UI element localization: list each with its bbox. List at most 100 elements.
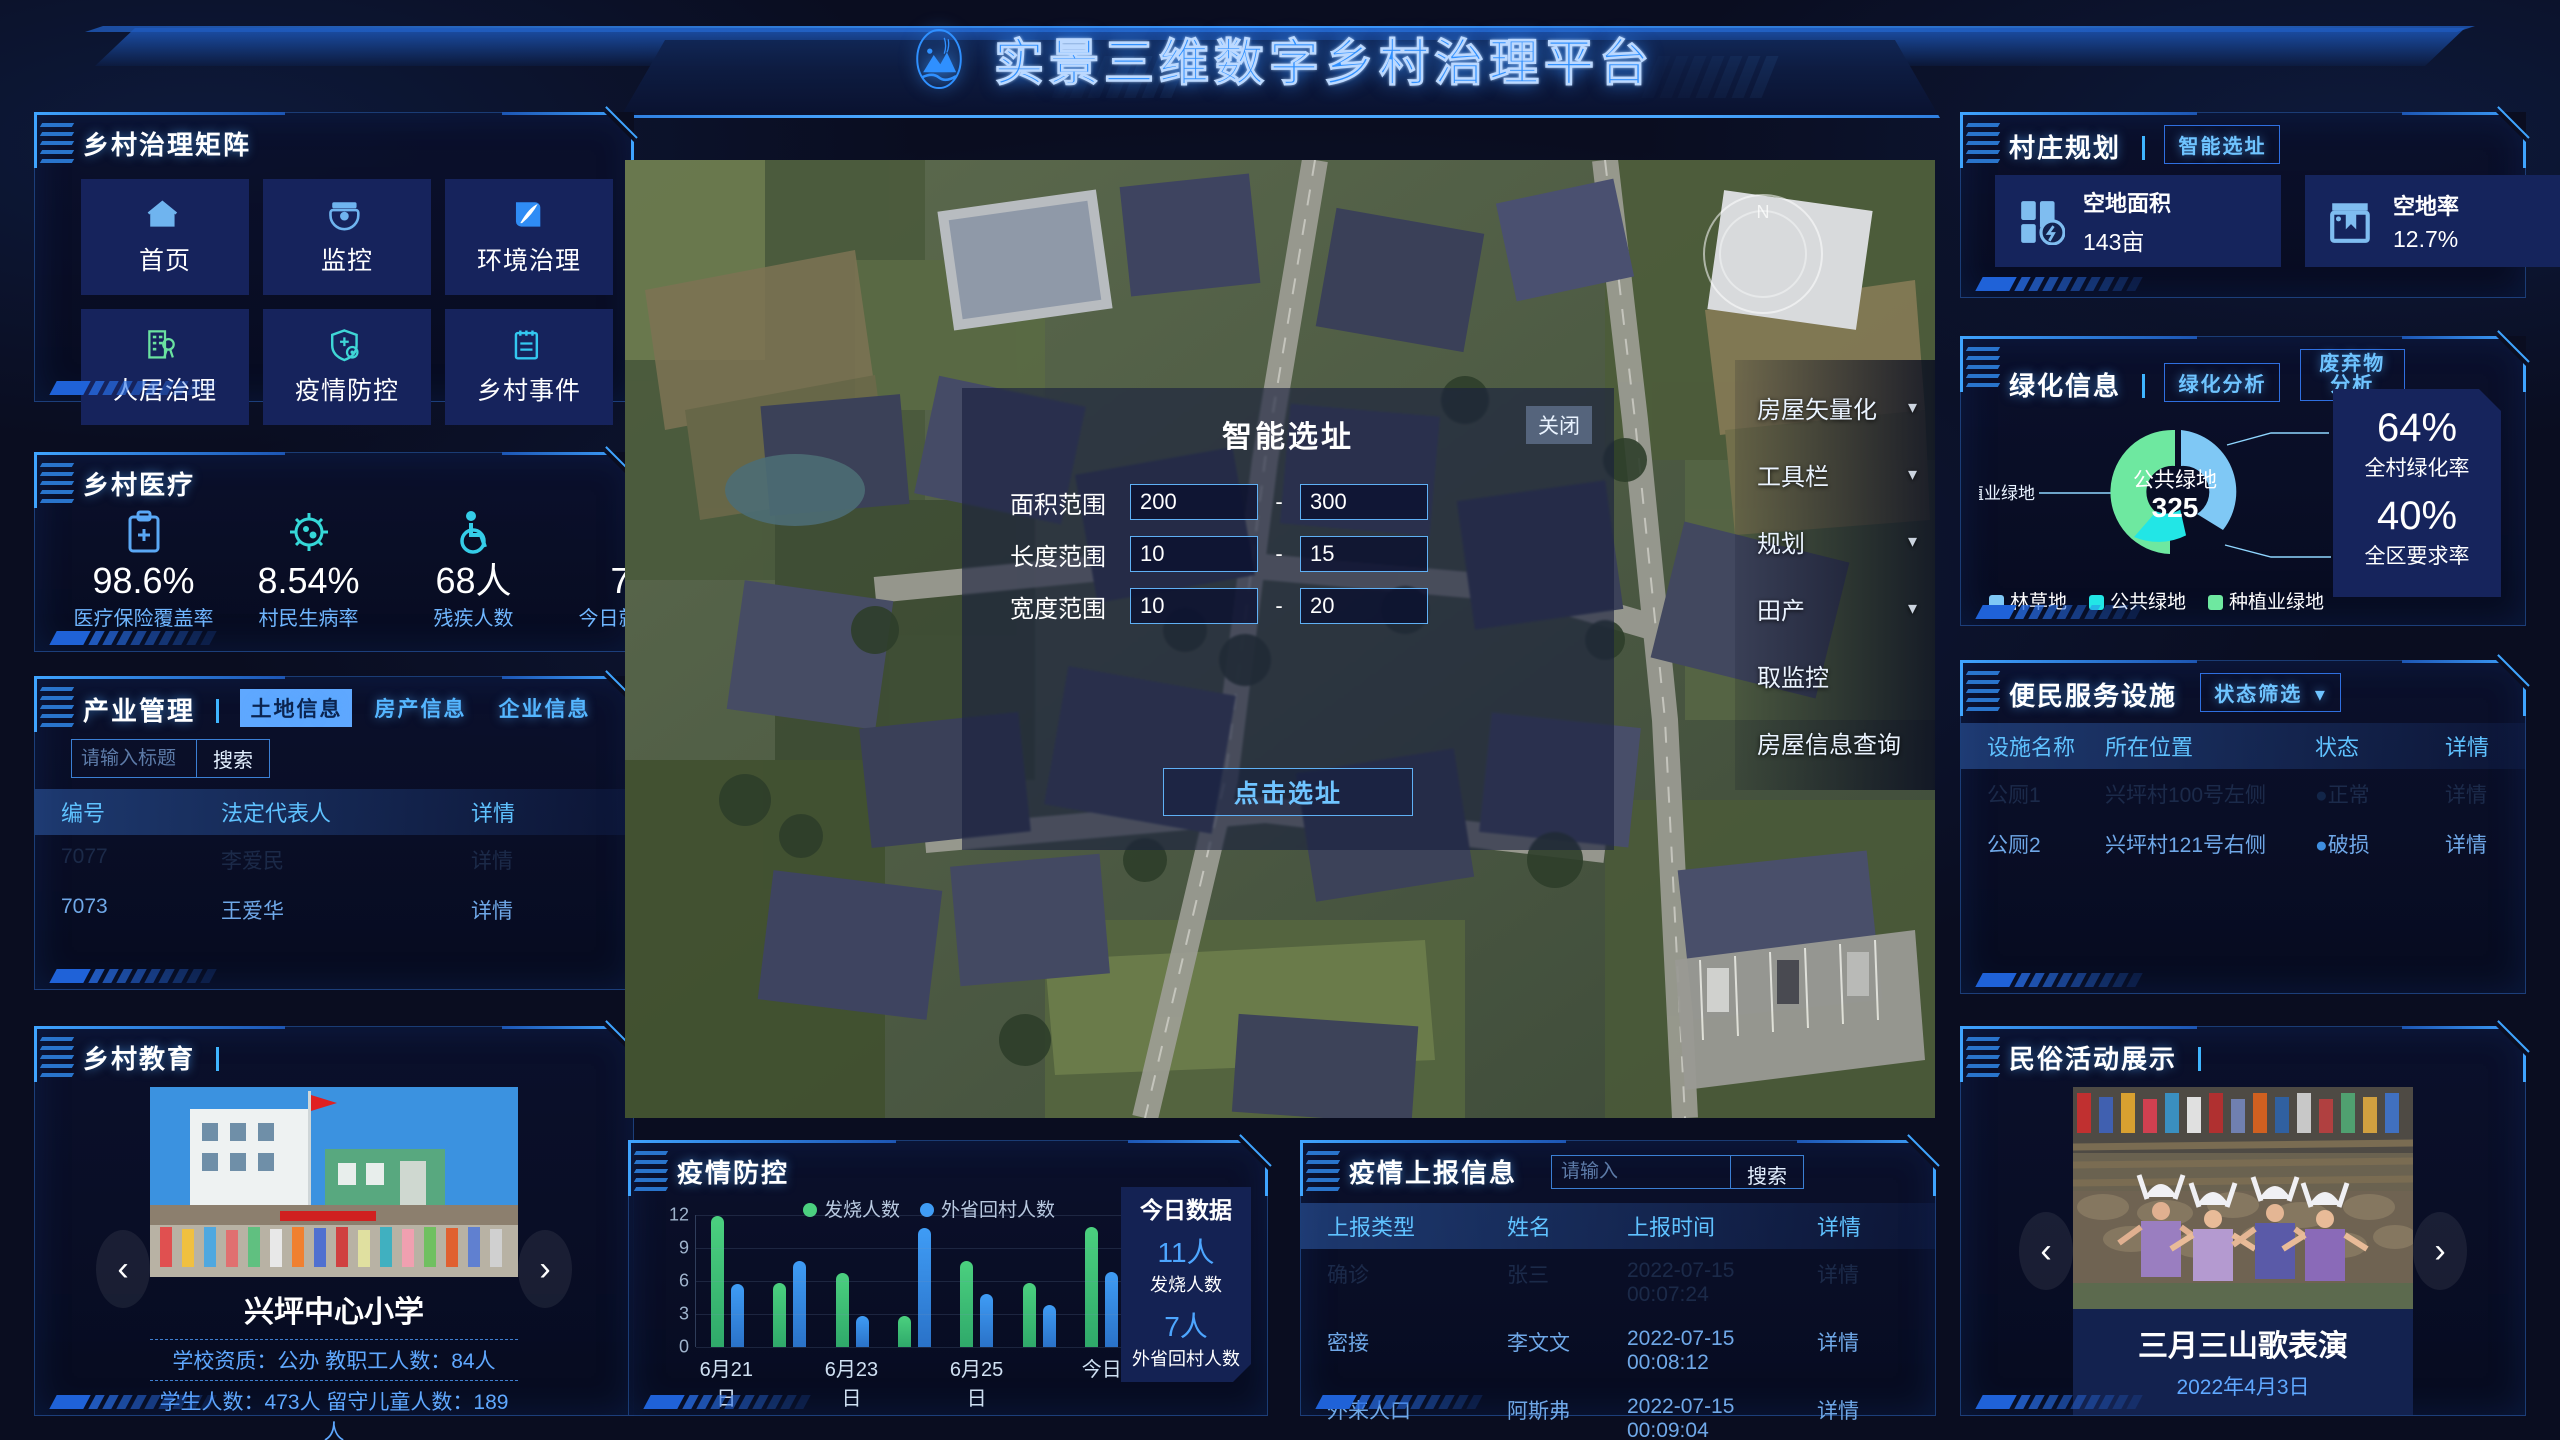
- matrix-item-4[interactable]: 疫情防控: [263, 309, 431, 425]
- field-max-input[interactable]: [1300, 484, 1428, 520]
- epidemic-prevention-panel: 疫情防控 发烧人数 外省回村人数 0 3 6 9 12 6月21日 6月23日 6月25日 今日…: [628, 1134, 1272, 1416]
- cell-3[interactable]: 详情: [1817, 1400, 1859, 1423]
- shield-virus-icon: [331, 329, 359, 362]
- search-button[interactable]: 搜索: [1731, 1155, 1804, 1189]
- search-input[interactable]: [71, 739, 197, 778]
- matrix-item-0[interactable]: 首页: [81, 179, 249, 295]
- report-row[interactable]: 外来人口 阿斯弗 2022-07-15 00:09:04 详情: [1301, 1385, 1935, 1440]
- chevron-left-icon[interactable]: ‹: [2019, 1212, 2073, 1290]
- donut-slice-public: [2134, 509, 2187, 542]
- chevron-right-icon[interactable]: ›: [2413, 1212, 2467, 1290]
- industry-search-row: 搜索: [71, 739, 270, 778]
- map-menu-item-3[interactable]: 田产 ▾: [1735, 575, 1935, 642]
- field-min-input[interactable]: [1130, 588, 1258, 624]
- range-separator: -: [1275, 541, 1283, 566]
- tab-1[interactable]: 房产信息: [374, 698, 467, 721]
- medical-stat-2: 68人 残疾人数: [391, 509, 556, 631]
- bar-外省回村人数: [793, 1261, 807, 1347]
- panel-title-text: 村庄规划: [2009, 133, 2122, 163]
- close-button[interactable]: 关闭: [1526, 406, 1592, 444]
- cell-3[interactable]: 详情: [1817, 1332, 1859, 1355]
- bar-group-2: [821, 1215, 883, 1347]
- tab-2[interactable]: 企业信息: [498, 698, 591, 721]
- medical-stat-0: 98.6% 医疗保险覆盖率: [61, 509, 226, 631]
- industry-row[interactable]: 7073 王爱华 详情: [35, 885, 633, 935]
- panel-foot-stripe: [1975, 605, 2017, 619]
- today-data-box: 今日数据 11人 发烧人数 7人 外省回村人数: [1121, 1187, 1251, 1382]
- map-menu-item-1[interactable]: 工具栏 ▾: [1735, 441, 1935, 508]
- rural-education-panel: 乡村教育 ‹: [34, 1020, 638, 1440]
- search-button[interactable]: 搜索: [197, 739, 270, 778]
- map-menu-item-0[interactable]: 房屋矢量化 ▾: [1735, 374, 1935, 441]
- facility-row[interactable]: 公厕2 兴坪村121号右侧 ●破损 详情: [1961, 819, 2525, 869]
- school-meta-line2: 学生人数：473人 留守儿童人数：189人: [159, 1391, 509, 1440]
- field-min-input[interactable]: [1130, 484, 1258, 520]
- industry-row[interactable]: 7077 李爱民 详情: [35, 835, 633, 885]
- tab-0[interactable]: 土地信息: [240, 689, 353, 727]
- map-menu-item-5[interactable]: 房屋信息查询: [1735, 709, 1935, 776]
- bar-发烧人数: [710, 1216, 724, 1347]
- today-value-1: 7人: [1164, 1310, 1208, 1342]
- greening-legend: 林草地 公共绿地 种植业绿地: [1989, 587, 2324, 614]
- planning-card-1[interactable]: 空地率 12.7%: [2305, 175, 2560, 267]
- map-menu-item-2[interactable]: 规划 ▾: [1735, 508, 1935, 575]
- column-header: 设施名称: [1987, 735, 2076, 760]
- cell-3[interactable]: 详情: [1817, 1264, 1859, 1287]
- cell-0: 7073: [61, 895, 108, 918]
- education-carousel: ‹: [35, 1087, 633, 1440]
- submit-site-selection-button[interactable]: 点击选址: [1163, 768, 1413, 816]
- stat-label: 村民生病率: [258, 607, 359, 630]
- matrix-item-2[interactable]: 环境治理: [445, 179, 613, 295]
- field-max-input[interactable]: [1300, 588, 1428, 624]
- chevron-left-icon[interactable]: ‹: [96, 1230, 150, 1308]
- chart-plot-area: [695, 1215, 1133, 1348]
- range-separator: -: [1275, 489, 1283, 514]
- chevron-down-icon: ▾: [1907, 464, 1917, 484]
- search-input[interactable]: [1551, 1155, 1731, 1189]
- bar-group-3: [883, 1215, 945, 1347]
- rural-medical-panel: 乡村医疗 98.6%医疗保险覆盖率8.54%村民生病率68人残疾人数7人今日就诊…: [34, 446, 699, 652]
- compass-north-icon[interactable]: [1703, 194, 1823, 314]
- bar-外省回村人数: [917, 1228, 931, 1347]
- matrix-item-3[interactable]: 人居治理: [81, 309, 249, 425]
- clipboard-list-icon: [514, 330, 539, 360]
- stat-label: 医疗保险覆盖率: [73, 607, 214, 630]
- report-row[interactable]: 密接 李文文 2022-07-15 00:08:12 详情: [1301, 1317, 1935, 1385]
- tab-smart-site-selection[interactable]: 智能选址: [2164, 125, 2281, 164]
- panel-title: 村庄规划 智能选址: [2009, 125, 2281, 165]
- map-menu-item-4[interactable]: 取监控: [1735, 642, 1935, 709]
- matrix-item-1[interactable]: 监控: [263, 179, 431, 295]
- cell-2[interactable]: 详情: [471, 850, 513, 873]
- greening-info-panel: 绿化信息 绿化分析 废弃物分析 公共绿地 325 林草地 公共绿地 种植业绿地: [1950, 330, 2530, 626]
- column-header: 详情: [1817, 1215, 1862, 1240]
- field-max-input[interactable]: [1300, 536, 1428, 572]
- cell-2: 2022-07-15 00:09:04: [1627, 1395, 1735, 1440]
- field-min-input[interactable]: [1130, 536, 1258, 572]
- cell-3[interactable]: 详情: [2445, 834, 2487, 857]
- chevron-right-icon[interactable]: ›: [518, 1230, 572, 1308]
- greening-rate-box: 64% 全村绿化率 40% 全区要求率: [2333, 389, 2501, 597]
- cell-0: 公厕1: [1987, 784, 2041, 807]
- panel-title: 疫情上报信息: [1349, 1158, 1518, 1188]
- bar-group-6: [1071, 1215, 1133, 1347]
- facility-row[interactable]: 公厕1 兴坪村100号左侧 ●正常 详情: [1961, 769, 2525, 819]
- app-header: 实景三维数字乡村治理平台: [0, 0, 2560, 118]
- report-row[interactable]: 确诊 张三 2022-07-15 00:07:24 详情: [1301, 1249, 1935, 1317]
- cell-2[interactable]: 详情: [471, 900, 513, 923]
- page-title: 实景三维数字乡村治理平台: [994, 35, 1654, 92]
- cell-1: 阿斯弗: [1507, 1400, 1570, 1423]
- cell-3[interactable]: 详情: [2445, 784, 2487, 807]
- building-search-icon: [148, 330, 175, 359]
- matrix-item-label: 疫情防控: [294, 377, 399, 405]
- matrix-item-5[interactable]: 乡村事件: [445, 309, 613, 425]
- today-title: 今日数据: [1140, 1196, 1232, 1223]
- map-menu-label: 规划: [1757, 531, 1805, 558]
- planning-card-0[interactable]: 空地面积 143亩: [1995, 175, 2281, 267]
- smart-site-selection-modal: 智能选址 关闭 面积范围 - 长度范围 - 宽度范围 - 点击选址: [962, 388, 1614, 850]
- bar-发烧人数: [1022, 1283, 1036, 1347]
- table-header-row: 上报类型 姓名 上报时间 详情: [1301, 1203, 1935, 1249]
- status-filter-dropdown[interactable]: 状态筛选 ▾: [2200, 673, 2341, 712]
